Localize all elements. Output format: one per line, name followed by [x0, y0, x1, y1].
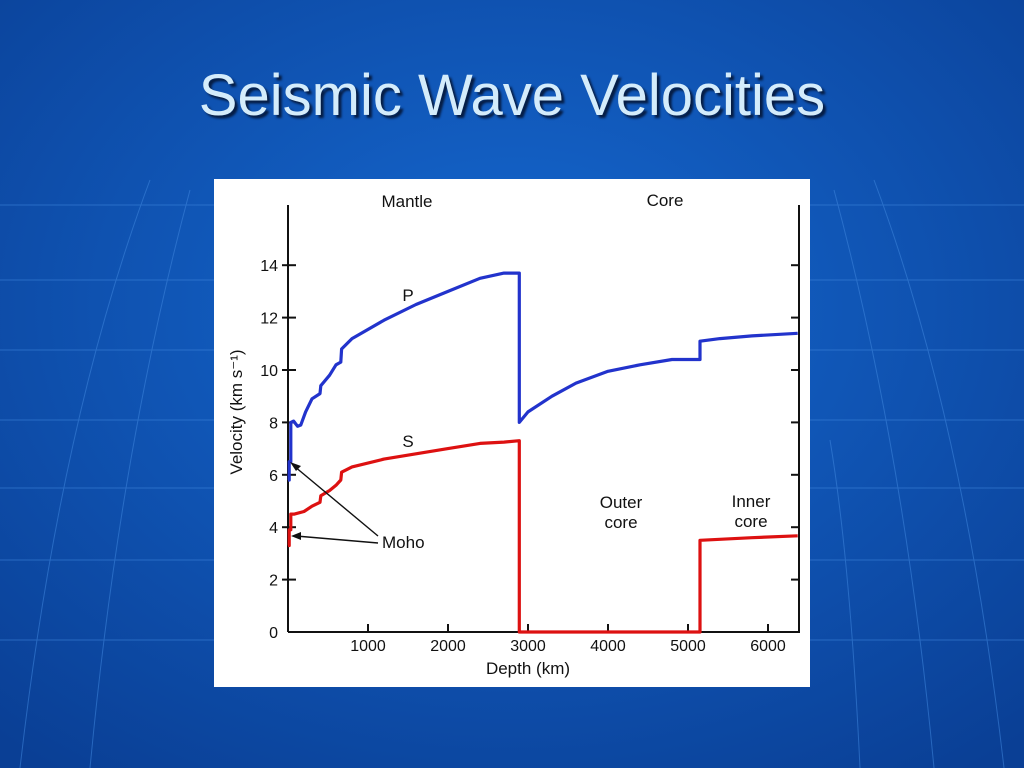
y-tick-label: 12: [260, 311, 278, 328]
y-tick-label: 14: [260, 258, 278, 275]
region-label-mantle: Mantle: [381, 192, 432, 211]
moho-label: Moho: [382, 533, 425, 552]
y-tick-label: 4: [269, 520, 278, 537]
x-axis-title: Depth (km): [486, 659, 570, 678]
outer-core-label-line2: core: [604, 513, 637, 532]
x-tick-label: 5000: [670, 638, 706, 655]
series-label-s: S: [402, 432, 413, 451]
y-tick-label: 2: [269, 573, 278, 590]
region-label-core: Core: [647, 191, 684, 210]
chart-panel: 0 2 4 6 8 10 12 14 1000 2000 3000 4000 5000 6000 Mant…: [214, 179, 810, 687]
x-tick-label: 1000: [350, 638, 386, 655]
y-tick-label: 0: [269, 625, 278, 642]
outer-core-label-line1: Outer: [600, 493, 643, 512]
series-line-s: [287, 439, 798, 634]
inner-core-label-line1: Inner: [732, 492, 771, 511]
moho-arrow-lower: [295, 535, 379, 544]
slide-title: Seismic Wave Velocities: [198, 63, 826, 128]
series-label-p: P: [402, 286, 413, 305]
x-tick-label: 6000: [750, 638, 786, 655]
velocity-depth-chart: 0 2 4 6 8 10 12 14 1000 2000 3000 4000 5000 6000 Mant…: [227, 191, 800, 678]
moho-arrowhead-lower: [291, 532, 301, 540]
y-axis-title: Velocity (km s⁻¹): [227, 349, 246, 474]
moho-arrow-upper: [293, 465, 379, 537]
y-tick-label: 10: [260, 363, 278, 380]
series-line-p: [287, 271, 798, 482]
moho-arrowhead-upper: [290, 462, 301, 471]
inner-core-label-line2: core: [734, 512, 767, 531]
y-tick-label: 6: [269, 468, 278, 485]
y-tick-label: 8: [269, 415, 278, 432]
x-tick-label: 3000: [510, 638, 546, 655]
x-tick-label: 2000: [430, 638, 466, 655]
x-tick-label: 4000: [590, 638, 626, 655]
